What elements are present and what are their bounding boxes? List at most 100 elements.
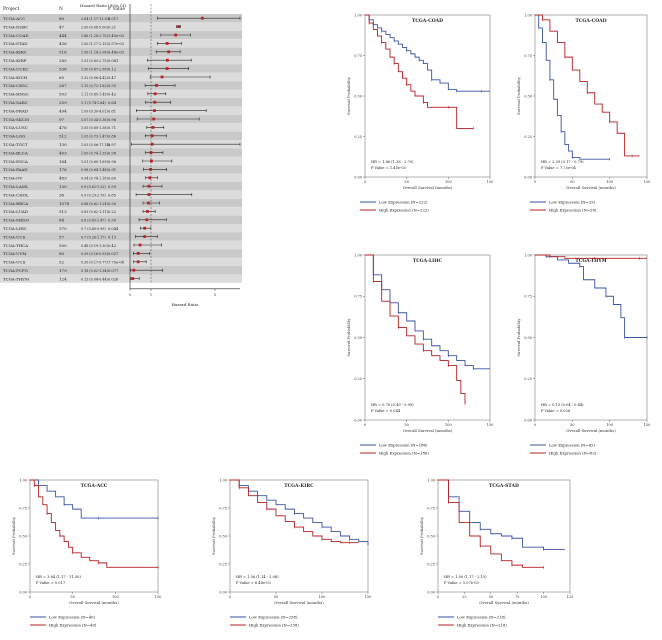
km-y-tick-label: 0.25 xyxy=(219,562,227,566)
forest-project: TCGA-LIHC xyxy=(3,226,27,231)
forest-n: 403 xyxy=(59,150,67,155)
forest-hr: 1.03 (0.06-17.14) xyxy=(81,143,111,147)
km-y-label: Survival Probability xyxy=(419,516,424,555)
km-y-tick-label: 0.75 xyxy=(354,54,362,58)
forest-point xyxy=(149,159,153,163)
km-y-tick-label: 0.50 xyxy=(354,94,362,98)
forest-p: 7.75e-04 xyxy=(108,261,125,265)
km-stat: P Value = 5.57e-03 xyxy=(444,581,479,585)
forest-p: 0.55 xyxy=(108,84,117,88)
km-y-label: Survival Probability xyxy=(11,516,16,555)
km-curve-high xyxy=(30,479,158,568)
km-curve-high xyxy=(535,14,640,157)
forest-point xyxy=(165,58,169,62)
forest-p: 0.13 xyxy=(108,235,117,239)
forest-hr: 0.13 (0.04-0.44) xyxy=(81,277,108,281)
km-y-tick-label: 0.50 xyxy=(219,534,227,538)
km-legend-label: High Expression (N=28) xyxy=(549,207,597,212)
forest-n: 516 xyxy=(59,50,67,55)
forest-row-bg xyxy=(0,182,242,191)
forest-project: TCGA-UCEC xyxy=(3,66,29,71)
forest-project: TCGA-PRAD xyxy=(3,108,28,113)
forest-hr: 1.56 (1.14-2.08) xyxy=(81,51,108,55)
km-x-label: Overall Survival (months) xyxy=(566,428,616,433)
forest-row-bg xyxy=(0,56,242,65)
forest-p: 0.98 xyxy=(108,160,117,164)
forest-n: 503 xyxy=(59,92,67,97)
forest-point xyxy=(200,16,204,20)
km-x-tick-label: 50 xyxy=(70,595,74,599)
forest-p: 0.71 xyxy=(108,126,116,130)
forest-row-bg xyxy=(0,30,242,40)
km-y-tick-label: 1.00 xyxy=(19,478,27,482)
forest-point xyxy=(136,260,140,264)
forest-p: 0.22 xyxy=(108,210,116,214)
forest-project: TCGA-ESCA xyxy=(3,159,28,164)
km-x-tick-label: 25 xyxy=(462,595,466,599)
km-x-tick-label: 100 xyxy=(319,595,326,599)
forest-tick-label: 5 xyxy=(214,293,216,297)
km-y-tick-label: 0.25 xyxy=(524,377,532,381)
forest-hr: 0.9 (0.29-2.79) xyxy=(81,193,106,197)
forest-point xyxy=(138,243,142,247)
forest-point xyxy=(150,142,154,146)
km-y-tick-label: 1.00 xyxy=(219,478,227,482)
forest-project: TCGA-CHOL xyxy=(3,192,29,197)
km-y-tick-label: 1.00 xyxy=(354,253,362,257)
forest-p: 0.081 xyxy=(108,59,118,63)
forest-p: 0.42 xyxy=(108,244,116,248)
header-p: P Value xyxy=(108,6,125,12)
forest-p: 0.60 xyxy=(108,177,117,181)
forest-point xyxy=(147,184,151,188)
km-x-tick-label: 50 xyxy=(570,180,574,184)
forest-hr: 1.32 (0.96-4.42) xyxy=(81,76,108,80)
forest-n: 444 xyxy=(59,33,67,38)
forest-n: 513 xyxy=(59,209,67,214)
forest-p: 0.64 xyxy=(108,101,117,105)
forest-hr: 0.39 (0.16-0.93) xyxy=(81,252,108,256)
km-stat: HR = 0.70 (0.49 - 0.99) xyxy=(371,403,414,407)
forest-p: 0.85 xyxy=(108,193,117,197)
forest-point xyxy=(143,226,147,230)
forest-n: 436 xyxy=(59,41,67,46)
forest-project: TCGA-TGCT xyxy=(3,142,28,147)
forest-n: 500 xyxy=(59,243,67,248)
km-stat: HR = 2.39 (0.17 - 0.79) xyxy=(541,160,584,164)
forest-n: 259 xyxy=(59,100,67,105)
km-title: TCGA-KIRC xyxy=(284,483,314,489)
forest-row-bg xyxy=(0,47,242,56)
forest-p: 5.57e-03 xyxy=(108,42,125,46)
forest-row-bg xyxy=(0,224,242,233)
forest-row-bg xyxy=(0,81,242,90)
km-title: TCGA-LIHC xyxy=(413,258,443,264)
km-x-tick-label: 100 xyxy=(445,180,452,184)
km-stat: P Value = 0.017 xyxy=(36,581,66,585)
km-stat: P Value = 0.044 xyxy=(371,409,401,413)
forest-row-bg xyxy=(0,249,242,258)
km-y-label: Survival Probability xyxy=(346,318,351,357)
forest-hr: 1.09 (0.30-4.01) xyxy=(81,109,108,113)
forest-p: 0.86 xyxy=(108,135,117,139)
km-y-label: Survival Probability xyxy=(346,76,351,115)
forest-p: 0.97 xyxy=(108,143,117,147)
forest-p: 0.027 xyxy=(108,252,119,256)
km-x-tick-label: 125 xyxy=(567,595,574,599)
forest-p: 6.48e-03 xyxy=(108,51,125,55)
forest-point xyxy=(151,126,155,129)
km-x-label: Overall Survival (months) xyxy=(479,600,529,605)
km-x-label: Overall Survival (months) xyxy=(566,185,616,190)
forest-project: TCGA-BRCA xyxy=(3,201,28,206)
forest-p: 0.50 xyxy=(108,202,117,206)
km-x-tick-label: 100 xyxy=(606,423,613,427)
forest-p: 0.81 xyxy=(108,109,116,113)
forest-n: 489 xyxy=(59,176,67,181)
forest-n: 84 xyxy=(59,218,65,223)
forest-hr: 0.18 (0.02-1.34) xyxy=(81,269,108,273)
forest-n: 287 xyxy=(59,83,67,88)
forest-p: 0.96 xyxy=(108,118,117,122)
forest-row-bg xyxy=(0,22,242,31)
forest-project: TCGA-LAML xyxy=(3,184,29,189)
forest-p: 0.026 xyxy=(108,277,119,281)
forest-project: TCGA-UCS xyxy=(3,260,26,265)
